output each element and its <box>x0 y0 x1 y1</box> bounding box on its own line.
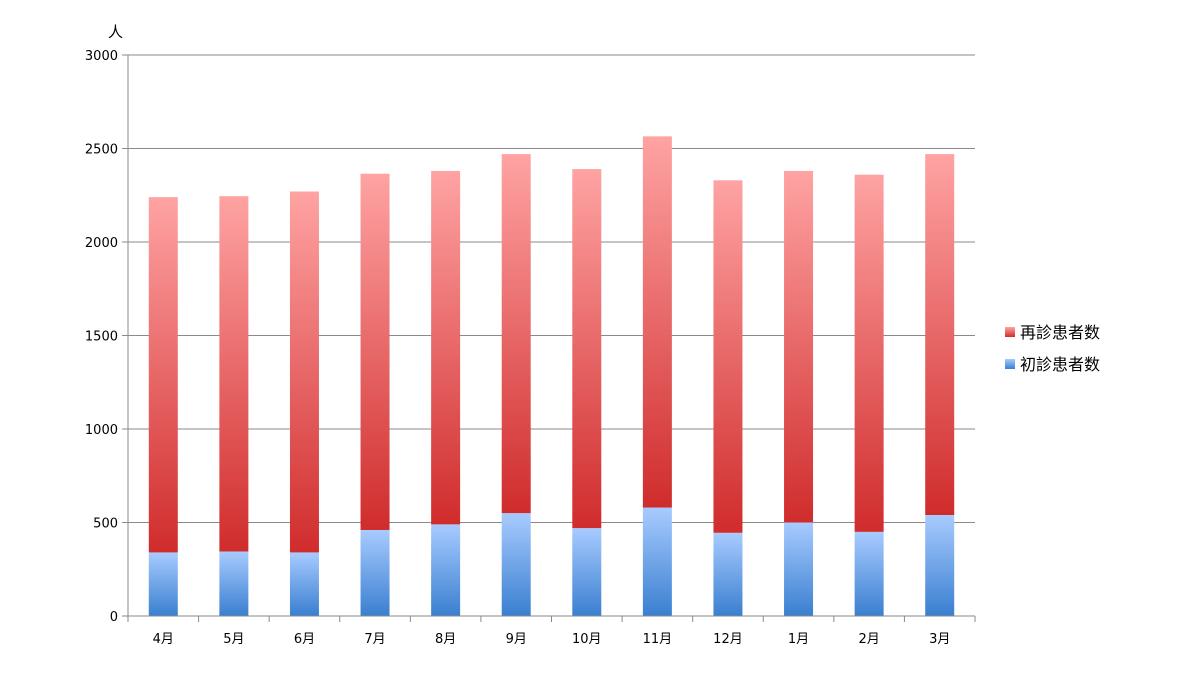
x-tick-label: 5月 <box>223 632 244 647</box>
legend-swatch <box>1005 327 1015 337</box>
legend-swatch <box>1005 359 1015 369</box>
bar-first-visit <box>925 515 955 616</box>
bar-return-visit <box>501 154 531 514</box>
x-tick-label: 3月 <box>929 632 950 647</box>
x-tick-label: 1月 <box>788 632 809 647</box>
bar-return-visit <box>360 173 390 530</box>
bar-return-visit <box>572 169 602 529</box>
y-axis-unit-label: 人 <box>108 23 123 41</box>
y-tick-label: 2000 <box>85 236 118 251</box>
bar-return-visit <box>219 196 249 552</box>
y-tick-label: 2500 <box>85 143 118 158</box>
bar-return-visit <box>925 154 955 516</box>
y-tick-label: 3000 <box>85 49 118 64</box>
x-tick-label: 4月 <box>153 632 174 647</box>
x-tick-labels: 4月 5月 6月 7月 8月 9月 10月 11月 12月 1月 2月 3月 <box>153 632 951 647</box>
bar-first-visit <box>219 551 249 616</box>
x-tick-label: 6月 <box>294 632 315 647</box>
bar-first-visit <box>431 524 461 616</box>
x-tick-label: 9月 <box>506 632 527 647</box>
y-tick-label: 0 <box>110 610 118 625</box>
y-tick-label: 1500 <box>85 330 118 345</box>
bar-return-visit <box>289 191 319 553</box>
bar-return-visit <box>784 170 814 523</box>
bar-return-visit <box>854 174 884 532</box>
x-tick-label: 8月 <box>435 632 456 647</box>
grid-lines <box>128 54 975 523</box>
bar-return-visit <box>642 136 672 508</box>
bar-first-visit <box>360 529 390 616</box>
y-tick-label: 1000 <box>85 423 118 438</box>
bar-return-visit <box>148 197 178 553</box>
axes <box>122 54 976 622</box>
y-tick-label: 500 <box>93 517 118 532</box>
bar-first-visit <box>572 528 602 616</box>
x-tick-label: 2月 <box>858 632 879 647</box>
bar-return-visit <box>431 170 461 525</box>
bar-first-visit <box>148 552 178 616</box>
x-tick-label: 7月 <box>364 632 385 647</box>
x-tick-label: 11月 <box>643 632 673 647</box>
x-tick-label: 10月 <box>572 632 602 647</box>
legend-label: 再診患者数 <box>1020 323 1100 342</box>
bar-first-visit <box>713 532 743 616</box>
bar-first-visit <box>642 507 672 616</box>
bar-first-visit <box>289 552 319 616</box>
y-tick-labels: 0 500 1000 1500 2000 2500 3000 <box>85 49 118 625</box>
bar-group <box>148 136 955 616</box>
bar-first-visit <box>501 513 531 616</box>
bar-first-visit <box>784 522 814 616</box>
bar-return-visit <box>713 180 743 533</box>
legend-label: 初診患者数 <box>1020 355 1100 374</box>
bar-first-visit <box>854 531 884 616</box>
x-tick-label: 12月 <box>713 632 743 647</box>
